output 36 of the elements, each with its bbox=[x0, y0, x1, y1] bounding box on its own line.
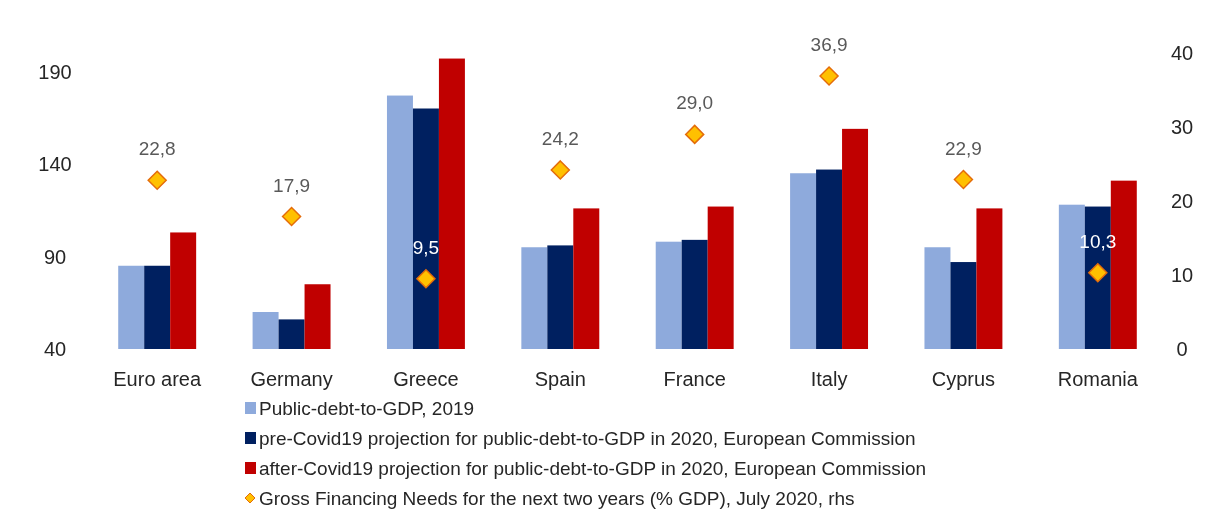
x-tick-label: France bbox=[663, 368, 726, 390]
y-tick-label: 90 bbox=[43, 245, 67, 268]
data-label: 29,0 bbox=[676, 92, 714, 114]
y2-tick-label: 10 bbox=[1170, 264, 1194, 286]
point bbox=[281, 206, 302, 227]
data-label: 22,8 bbox=[138, 138, 176, 160]
legend-label: Gross Financing Needs for the next two years (% GDP), July 2020, rhs bbox=[259, 487, 855, 509]
point bbox=[1088, 263, 1108, 283]
legend-label: pre-Covid19 projection for public-debt-to-GDP in 2020, European Commission bbox=[259, 427, 916, 449]
y-tick-label: 190 bbox=[38, 60, 72, 83]
data-label: 9,5 bbox=[412, 236, 440, 258]
data-label: 22,9 bbox=[944, 137, 982, 159]
x-tick-label: Greece bbox=[393, 368, 459, 390]
data-label: 24,2 bbox=[541, 127, 579, 149]
point bbox=[550, 160, 571, 180]
point bbox=[953, 169, 974, 190]
y2-tick-label: 30 bbox=[1170, 116, 1194, 138]
y-tick-label: 140 bbox=[38, 153, 72, 175]
x-tick-label: Romania bbox=[1057, 368, 1139, 390]
y2-tick-label: 20 bbox=[1170, 190, 1194, 212]
x-tick-label: Germany bbox=[250, 368, 333, 390]
data-label: 36,9 bbox=[810, 33, 848, 55]
y2-tick-label: 0 bbox=[1176, 338, 1188, 360]
legend-label: Public-debt-to-GDP, 2019 bbox=[259, 397, 475, 419]
legend-label: after-Covid19 projection for public-debt-to-GDP in 2020, European Commission bbox=[259, 457, 927, 479]
x-tick-label: Cyprus bbox=[931, 368, 996, 390]
point bbox=[416, 268, 436, 289]
y2-tick-label: 40 bbox=[1170, 42, 1194, 64]
point bbox=[819, 66, 839, 86]
y-tick-label: 40 bbox=[43, 338, 67, 360]
x-tick-label: Italy bbox=[810, 368, 848, 390]
point bbox=[684, 124, 705, 145]
x-tick-label: Spain bbox=[534, 368, 586, 390]
point bbox=[147, 170, 167, 191]
data-label: 17,9 bbox=[273, 174, 311, 196]
x-tick-label: Euro area bbox=[113, 368, 202, 390]
